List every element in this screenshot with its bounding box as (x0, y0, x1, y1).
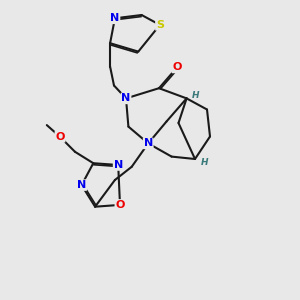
Text: H: H (200, 158, 208, 167)
Text: S: S (156, 20, 164, 30)
Text: N: N (114, 160, 123, 170)
Text: H: H (192, 92, 200, 100)
Text: O: O (55, 132, 65, 142)
Text: O: O (172, 62, 182, 73)
Text: N: N (110, 13, 119, 23)
Text: O: O (115, 200, 125, 210)
Text: N: N (122, 93, 130, 103)
Text: N: N (144, 138, 153, 148)
Text: N: N (77, 180, 86, 190)
